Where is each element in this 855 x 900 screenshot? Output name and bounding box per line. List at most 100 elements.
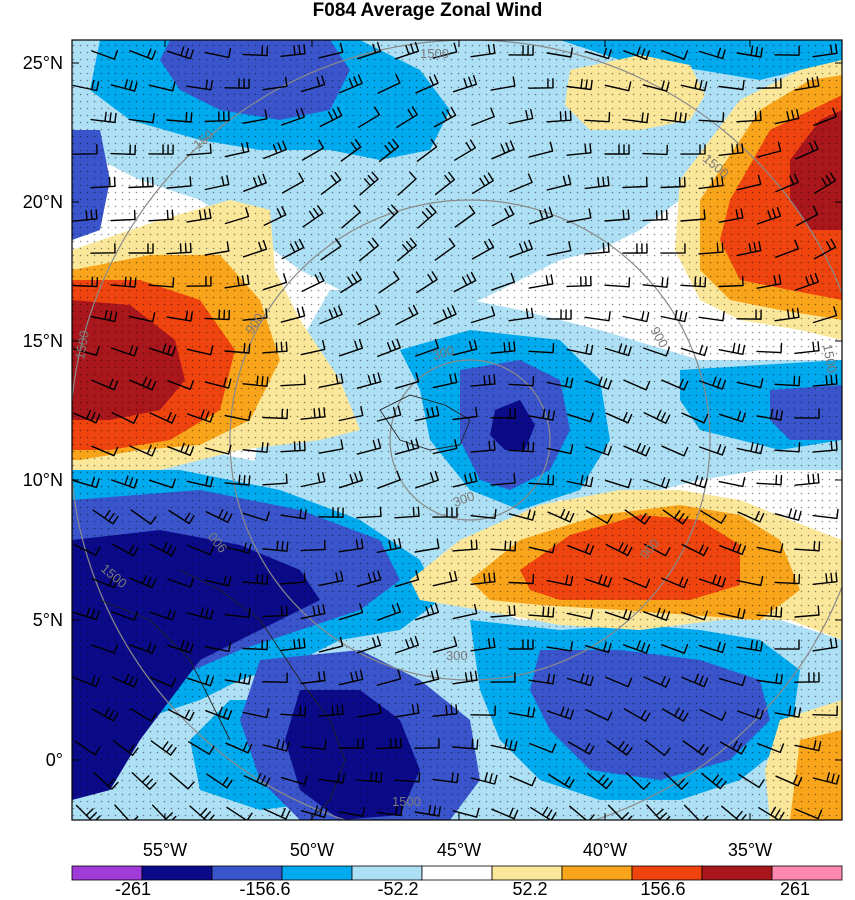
wind-barb bbox=[622, 310, 650, 323]
wind-barb bbox=[547, 508, 575, 523]
wind-barb bbox=[660, 243, 686, 254]
wind-barb bbox=[205, 509, 233, 523]
wind-barb bbox=[356, 771, 383, 783]
wind-barb bbox=[642, 144, 668, 156]
wind-barb bbox=[758, 806, 785, 820]
lon-axis bbox=[164, 40, 751, 820]
wind-barb bbox=[376, 805, 403, 817]
lat-labels: 25°N 20°N 15°N 10°N 5°N 0° bbox=[23, 53, 63, 770]
wind-barb bbox=[224, 474, 251, 486]
wind-barb bbox=[224, 274, 250, 289]
wind-barb bbox=[682, 740, 709, 756]
wind-barb bbox=[377, 74, 401, 94]
wind-barb bbox=[242, 639, 269, 651]
wind-barb bbox=[242, 573, 269, 585]
colorbar-swatch bbox=[351, 865, 423, 881]
wind-barb bbox=[774, 442, 801, 453]
wind-barb bbox=[394, 772, 421, 783]
wind-barb bbox=[242, 308, 268, 321]
wind-barb bbox=[319, 305, 343, 325]
wind-barb bbox=[414, 738, 440, 749]
wind-barb bbox=[377, 602, 401, 621]
wind-barb bbox=[584, 176, 610, 190]
wind-barb bbox=[128, 243, 154, 254]
wind-barb bbox=[452, 539, 478, 552]
wind-barb bbox=[186, 476, 214, 488]
wind-barb bbox=[546, 241, 572, 257]
wind-barb bbox=[774, 508, 802, 521]
wind-barb bbox=[528, 206, 554, 225]
lon-label: 35°W bbox=[728, 840, 772, 860]
lat-label: 25°N bbox=[23, 53, 63, 73]
wind-barb bbox=[72, 276, 99, 288]
wind-barb bbox=[490, 408, 516, 419]
wind-barb bbox=[470, 705, 496, 716]
wind-barb bbox=[605, 676, 633, 688]
wind-barb bbox=[736, 442, 764, 455]
wind-barb bbox=[280, 374, 306, 387]
colorbar-label: -261 bbox=[115, 879, 151, 899]
wind-barb bbox=[356, 506, 382, 519]
wind-barb bbox=[243, 173, 267, 192]
wind-barb bbox=[148, 144, 174, 155]
wind-barb bbox=[90, 243, 116, 254]
wind-barb bbox=[394, 41, 420, 60]
wind-barb bbox=[812, 43, 838, 58]
wind-barb bbox=[433, 305, 457, 325]
wind-barb bbox=[300, 407, 326, 420]
wind-barb bbox=[300, 670, 326, 685]
wind-barb bbox=[338, 406, 364, 422]
wind-barb bbox=[128, 176, 154, 189]
wind-barb bbox=[73, 675, 101, 688]
wind-barb bbox=[338, 603, 364, 621]
wind-barb bbox=[300, 604, 326, 620]
wind-barb bbox=[204, 47, 232, 59]
wind-barb bbox=[794, 605, 820, 618]
wind-barb bbox=[452, 406, 478, 421]
contour-label: 1500 bbox=[820, 343, 840, 374]
wind-barb bbox=[186, 276, 212, 287]
wind-barb bbox=[377, 338, 401, 357]
wind-barb bbox=[300, 339, 326, 356]
wind-barb bbox=[206, 773, 233, 789]
wind-barb bbox=[280, 44, 306, 57]
wind-barb bbox=[130, 509, 157, 525]
colorbar-label: 52.2 bbox=[512, 879, 547, 899]
wind-barb bbox=[491, 272, 515, 291]
wind-barb bbox=[794, 473, 820, 486]
wind-barb bbox=[72, 476, 100, 489]
wind-barb bbox=[643, 346, 670, 357]
wind-barb bbox=[718, 410, 746, 423]
wind-barb bbox=[508, 706, 536, 718]
contour-label: 1500 bbox=[392, 794, 421, 809]
wind-barb bbox=[280, 306, 306, 323]
wind-barb bbox=[166, 640, 194, 654]
wind-barb bbox=[90, 176, 116, 189]
wind-barb bbox=[508, 509, 536, 521]
lon-label: 55°W bbox=[143, 840, 187, 860]
wind-barb bbox=[701, 772, 727, 790]
wind-barb bbox=[700, 510, 727, 524]
wind-barb bbox=[698, 47, 726, 60]
wind-barb bbox=[508, 441, 535, 453]
wind-barb bbox=[470, 374, 496, 387]
wind-barb bbox=[338, 669, 364, 686]
wind-barb bbox=[528, 474, 555, 486]
wind-barb bbox=[432, 372, 458, 389]
wind-barb bbox=[528, 408, 556, 421]
ring-900 bbox=[229, 199, 711, 681]
wind-barb bbox=[774, 45, 800, 56]
wind-barb bbox=[281, 172, 305, 194]
range-rings bbox=[72, 40, 842, 820]
wind-barb bbox=[168, 509, 195, 525]
wind-barb bbox=[680, 344, 708, 357]
wind-barb bbox=[546, 574, 574, 587]
plot-frame bbox=[71, 39, 843, 821]
wind-barb bbox=[166, 310, 193, 322]
contour-label: 1500 bbox=[420, 46, 449, 61]
wind-barb bbox=[546, 641, 573, 652]
wind-barb bbox=[470, 43, 496, 58]
wind-barb bbox=[775, 173, 799, 193]
wind-barb bbox=[794, 672, 820, 683]
wind-barb bbox=[508, 573, 535, 585]
